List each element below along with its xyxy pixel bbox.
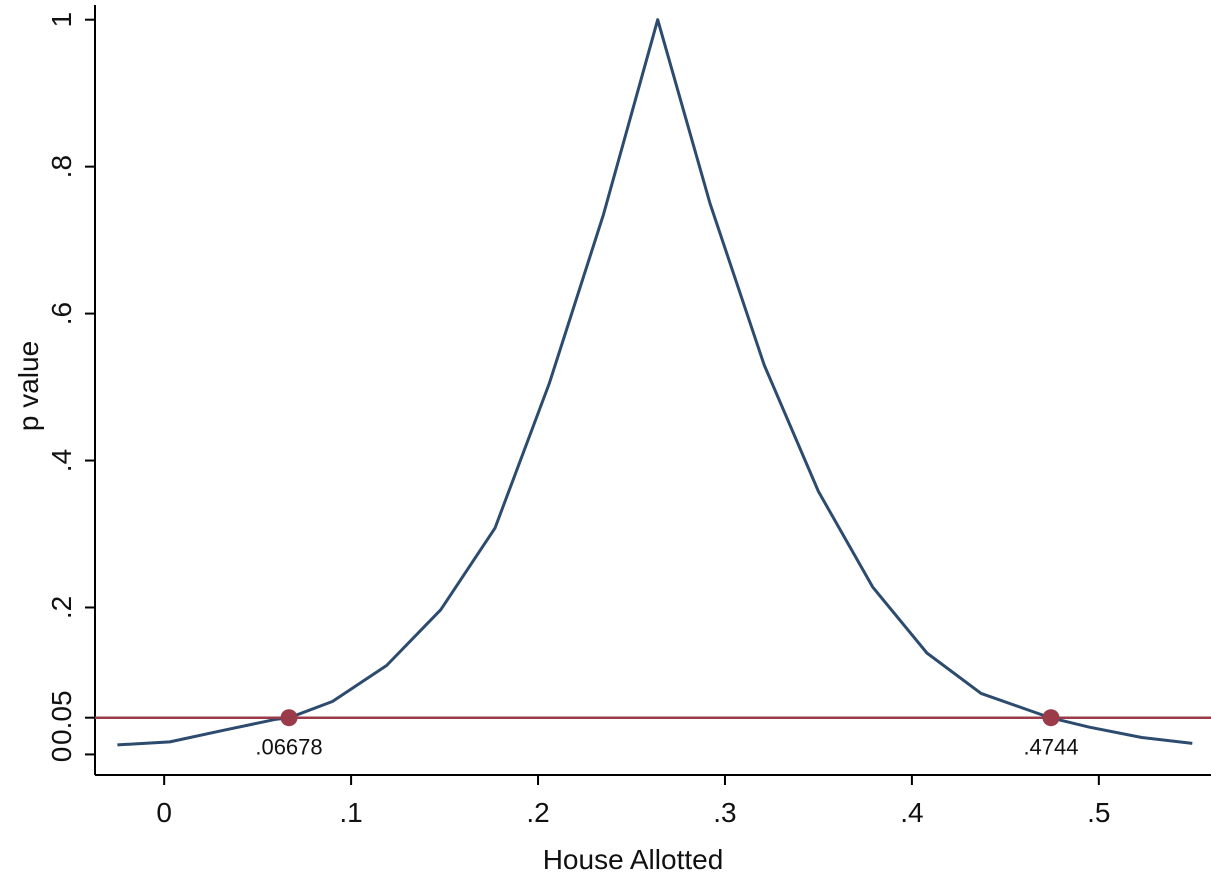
x-tick-label: .2 — [526, 797, 549, 828]
crossing-point-label: .4744 — [1023, 735, 1078, 760]
y-axis-title: p value — [13, 341, 44, 431]
x-tick-label: .3 — [713, 797, 736, 828]
y-tick-label: .4 — [46, 449, 77, 472]
x-tick-label: 0 — [156, 797, 172, 828]
y-tick-label: .2 — [46, 596, 77, 619]
x-tick-label: .4 — [900, 797, 923, 828]
crossing-point-label: .06678 — [255, 735, 322, 760]
x-axis-title: House Allotted — [543, 844, 724, 875]
y-tick-label: .8 — [46, 155, 77, 178]
crossing-point — [280, 709, 298, 727]
marks-layer: .06678 .4744 — [95, 709, 1211, 760]
y-tick-label: 0 — [46, 747, 77, 763]
x-tick-label: .5 — [1087, 797, 1110, 828]
x-tick-label: .1 — [339, 797, 362, 828]
crossing-point — [1042, 709, 1060, 727]
y-tick-label: 1 — [46, 12, 77, 28]
y-tick-label: 0.05 — [46, 690, 77, 745]
axes: 0 .1 .2 .3 .4 .5 0 0.05 .2 .4 .6 .8 1 — [46, 5, 1211, 828]
y-tick-label: .6 — [46, 302, 77, 325]
